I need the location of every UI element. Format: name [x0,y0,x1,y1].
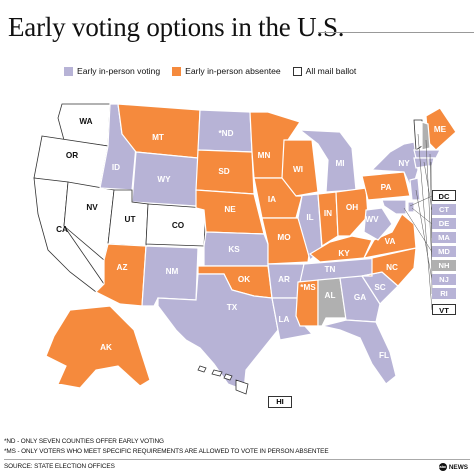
label-il: IL [306,213,313,222]
label-co: CO [172,221,185,230]
label-ia: IA [268,195,276,204]
label-ak: AK [100,343,112,352]
label-la: LA [279,315,290,324]
label-me: ME [434,125,447,134]
state-nh[interactable] [421,121,431,151]
box-nh[interactable]: NH [432,260,456,271]
label-nv: NV [86,203,98,212]
source-rule [4,459,470,460]
box-ct[interactable]: CT [432,204,456,215]
label-nm: NM [166,267,179,276]
state-nj[interactable] [409,177,421,201]
legend: Early in-person voting Early in-person a… [64,66,356,76]
legend-label-early: Early in-person voting [77,66,161,76]
state-ma[interactable] [413,149,441,159]
box-ri[interactable]: RI [432,288,456,299]
state-oh[interactable] [335,187,369,237]
state-de[interactable] [407,201,415,213]
label-va: VA [385,237,396,246]
leader-lines [403,133,433,311]
label-sd: SD [218,167,229,176]
state-ct[interactable] [413,157,429,169]
abc-logo-icon: abc [438,463,447,471]
label-ca: CA [56,225,68,234]
state-ms[interactable] [295,279,319,327]
label-ny: NY [398,159,410,168]
label-id: ID [112,163,120,172]
state-wv[interactable] [363,207,393,241]
legend-label-mail: All mail ballot [305,66,357,76]
legend-item-absentee: Early in-person absentee [172,66,281,76]
label-oh: OH [346,203,358,212]
label-al: AL [325,291,336,300]
state-hi-island[interactable] [211,369,223,377]
box-de[interactable]: DE [432,218,456,229]
state-ga[interactable] [339,275,381,323]
box-nj[interactable]: NJ [432,274,456,285]
label-sc: SC [374,283,385,292]
label-or: OR [66,151,78,160]
state-ky[interactable] [308,235,373,263]
state-in[interactable] [317,191,339,248]
abc-news-logo: abc NEWS [438,463,468,471]
state-nm[interactable] [141,245,199,307]
logo-text: NEWS [448,463,468,471]
label-tx: TX [227,303,238,312]
label-ut: UT [125,215,136,224]
state-wi[interactable] [281,139,319,197]
legend-swatch-mail [292,66,302,76]
label-mo: MO [277,233,291,242]
state-ak[interactable] [45,305,151,389]
source-note: SOURCE: STATE ELECTION OFFICES [4,463,115,470]
label-wa: WA [79,117,92,126]
label-mi: MI [335,159,344,168]
label-nc: NC [386,263,398,272]
label-ky: KY [338,249,350,258]
legend-swatch-early [64,66,73,76]
legend-item-mail: All mail ballot [292,66,357,76]
label-mn: MN [258,151,271,160]
legend-swatch-absentee [172,66,182,76]
state-md[interactable] [381,199,407,215]
state-hi-island[interactable] [223,373,233,381]
map-title: Early voting options in the U.S. [8,12,345,42]
label-wi: WI [293,165,303,174]
title-rule [318,32,474,33]
label-ok: OK [238,275,250,284]
state-fl[interactable] [321,319,397,385]
legend-item-early: Early in-person voting [64,66,160,76]
label-pa: PA [381,183,392,192]
label-az: AZ [117,263,128,272]
state-hi-island[interactable] [197,365,207,373]
label-ne: NE [224,205,236,214]
label-mt: MT [152,133,164,142]
label-ar: AR [278,275,290,284]
box-vt[interactable]: VT [432,304,456,315]
box-dc[interactable]: DC [432,190,456,201]
note-nd: *ND - ONLY SEVEN COUNTIES OFFER EARLY VO… [4,438,164,445]
label-wy: WY [157,175,171,184]
label-tn: TN [325,265,336,274]
box-md[interactable]: MD [432,246,456,257]
state-nc[interactable] [361,247,417,287]
label-nd: *ND [218,129,233,138]
label-in: IN [324,209,332,218]
note-ms: *MS - ONLY VOTERS WHO MEET SPECIFIC REQU… [4,448,329,455]
box-hi[interactable]: HI [268,396,292,408]
label-ms: *MS [300,283,316,292]
box-ma[interactable]: MA [432,232,456,243]
state-pa[interactable] [361,171,411,201]
label-wv: WV [365,215,379,224]
legend-label-absentee: Early in-person absentee [185,66,281,76]
label-ks: KS [228,245,240,254]
label-ga: GA [354,293,366,302]
label-fl: FL [379,351,389,360]
state-hi-island[interactable] [235,379,249,395]
